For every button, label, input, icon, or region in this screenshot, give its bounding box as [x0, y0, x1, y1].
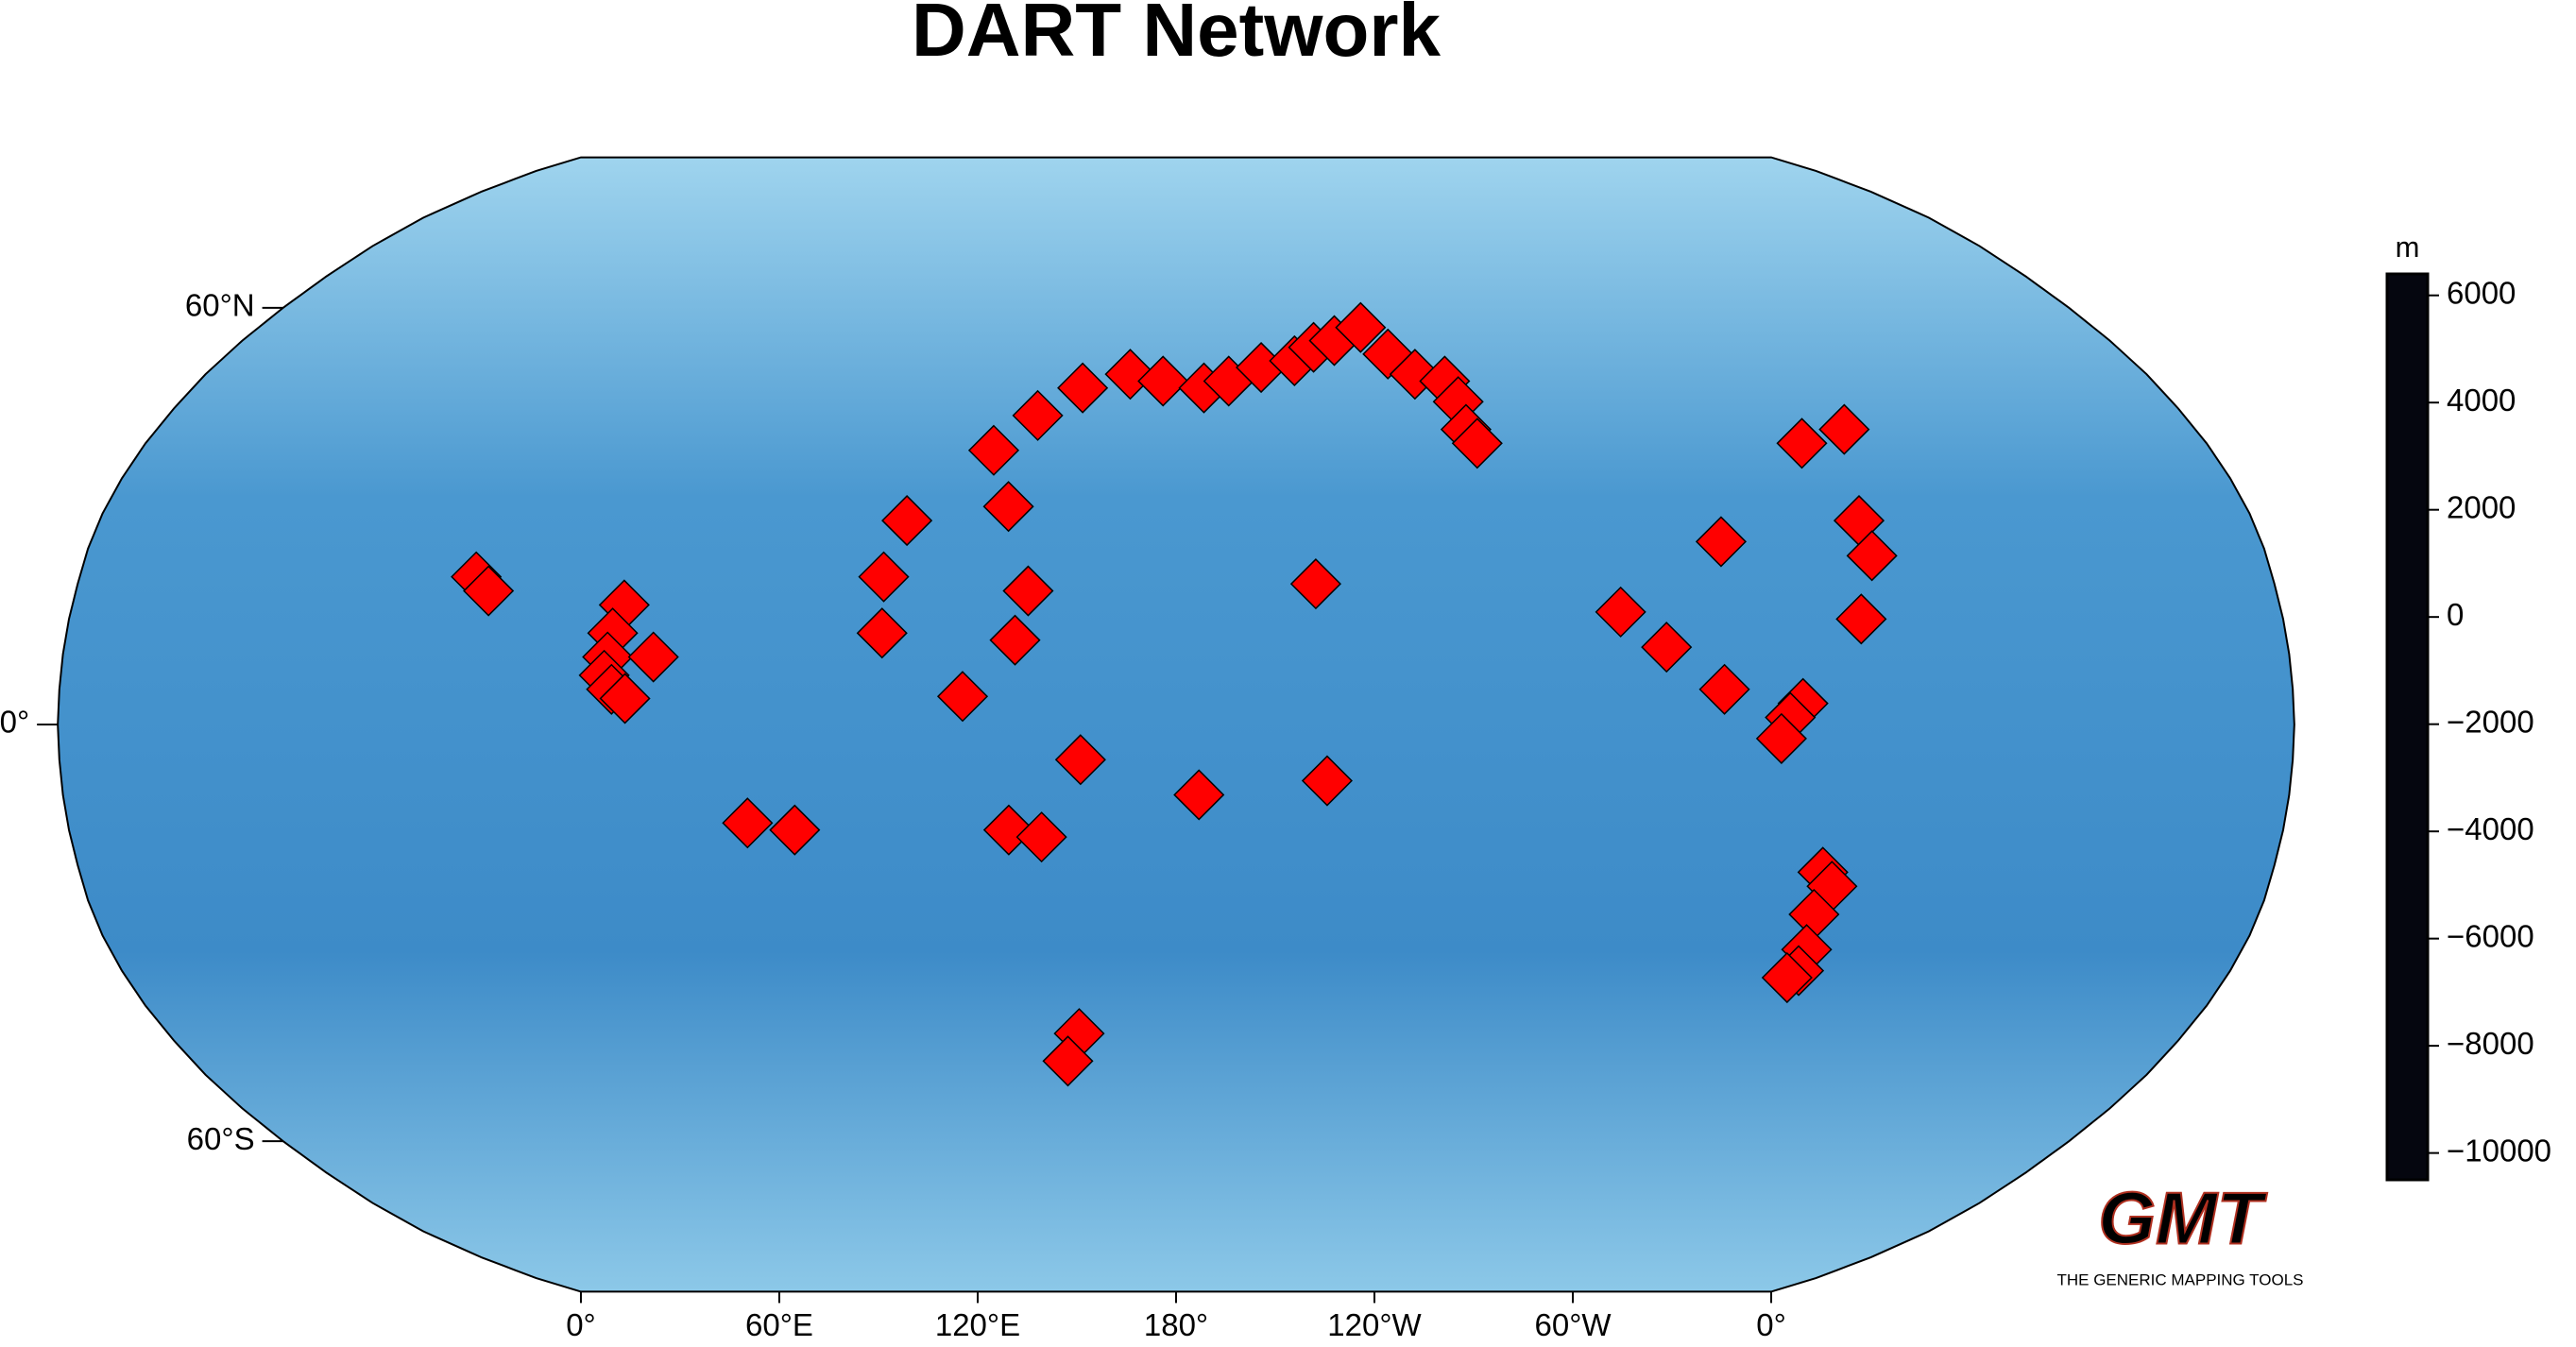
colorbar-tick-label: 2000: [2447, 489, 2516, 524]
dart-station: [1057, 362, 1109, 414]
colorbar-tick-label: −4000: [2447, 811, 2534, 846]
lon-tick-label: 60°W: [1534, 1307, 1612, 1342]
dart-station: [1835, 593, 1887, 645]
dart-station: [463, 565, 515, 617]
dart-station: [1042, 1035, 1094, 1087]
dart-station: [1015, 811, 1067, 863]
dart-station: [982, 481, 1034, 533]
dart-station: [1755, 712, 1807, 764]
dart-station: [1002, 565, 1054, 617]
colorbar-tick-label: −8000: [2447, 1026, 2534, 1061]
dart-station: [722, 797, 774, 849]
dart-station: [1054, 734, 1106, 786]
lat-tick-label: 60°S: [187, 1121, 255, 1156]
dart-station: [1818, 403, 1870, 455]
colorbar-tick-label: −6000: [2447, 918, 2534, 953]
lat-tick-label: 60°N: [185, 288, 255, 323]
dart-station: [1846, 530, 1898, 582]
map-ocean: [57, 156, 2295, 1293]
dart-station: [1104, 349, 1156, 401]
colorbar-tick-label: −2000: [2447, 704, 2534, 739]
dart-station: [1335, 301, 1387, 353]
dart-station: [1695, 516, 1748, 568]
lon-tick-label: 120°E: [935, 1307, 1020, 1342]
colorbar-tick-label: 6000: [2447, 275, 2516, 310]
map-title: DART Network: [912, 0, 1442, 72]
dart-station: [881, 495, 933, 547]
dart-station: [627, 631, 679, 683]
dart-station: [1137, 355, 1189, 407]
dart-station: [982, 804, 1034, 856]
lon-tick-label: 180°: [1144, 1307, 1208, 1342]
dart-station: [1301, 755, 1354, 807]
dart-station: [769, 804, 821, 856]
dart-station: [936, 671, 989, 723]
colorbar: [2385, 272, 2430, 1182]
dart-station: [967, 424, 1020, 476]
lat-tick-label: 0°: [0, 705, 29, 740]
lon-tick-label: 0°: [1756, 1307, 1786, 1342]
dart-station: [1012, 389, 1064, 441]
dart-station: [858, 551, 910, 603]
dart-station: [1289, 558, 1341, 610]
colorbar-tick-label: −10000: [2447, 1133, 2551, 1168]
dart-station: [1698, 663, 1750, 715]
dart-station: [1776, 418, 1828, 469]
colorbar-tick-label: 4000: [2447, 383, 2516, 418]
dart-station: [599, 673, 651, 725]
lon-tick-label: 120°W: [1327, 1307, 1422, 1342]
dart-station: [1761, 951, 1813, 1004]
dart-station: [989, 614, 1041, 666]
logo-mark: GMT: [2098, 1177, 2268, 1260]
colorbar-tick-label: 0: [2447, 597, 2464, 632]
dart-station: [1451, 418, 1503, 469]
dart-station: [856, 607, 908, 659]
lon-tick-label: 0°: [566, 1307, 596, 1342]
lon-tick-label: 60°E: [745, 1307, 813, 1342]
dart-station: [1641, 622, 1693, 674]
logo-caption: THE GENERIC MAPPING TOOLS: [2056, 1270, 2303, 1288]
dart-station: [1173, 769, 1225, 821]
dart-station: [1595, 586, 1646, 638]
colorbar-unit: m: [2396, 230, 2420, 264]
